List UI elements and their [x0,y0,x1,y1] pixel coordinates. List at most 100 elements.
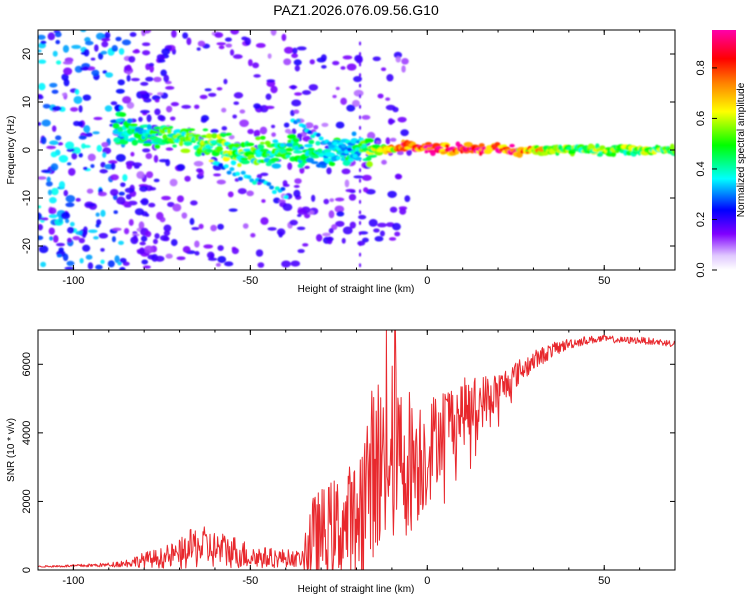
spectral-noise-blob [328,228,334,234]
spectral-noise-blob [124,187,135,193]
spectral-noise-blob [304,165,310,170]
spectral-ridge-blob [172,144,177,148]
spectral-noise-blob [67,237,72,243]
spectral-noise-blob [99,169,108,174]
spectral-noise-blob [82,230,87,238]
spectral-noise-blob [346,104,356,112]
spectral-noise-blob [233,92,244,99]
spectral-ridge-blob [499,148,504,152]
spectral-noise-blob [165,158,171,167]
spectral-ridge-blob [205,133,213,139]
spectral-ridge-blob [237,163,242,168]
spectral-noise-blob [48,227,55,235]
spectral-noise-blob [88,229,98,233]
spectral-noise-blob [216,179,226,185]
spectral-noise-blob [141,259,149,265]
spectral-noise-blob [392,222,401,231]
spectral-noise-blob [126,101,135,109]
spectral-ridge-blob [367,154,378,158]
spectral-ridge-blob [311,155,320,159]
spectral-noise-blob [63,78,70,87]
spectral-noise-blob [395,173,403,180]
spectral-noise-blob [40,40,47,45]
spectral-noise-blob [388,237,397,241]
spectral-ridge-blob [154,144,161,149]
spectral-ridge-blob [240,157,249,161]
spectral-noise-blob [271,132,276,137]
spectral-noise-blob [232,114,238,119]
spectral-noise-blob [73,95,83,104]
spectral-noise-blob [47,32,56,41]
spectral-noise-blob [348,193,357,201]
spectral-noise-blob [153,178,160,183]
spectral-noise-blob [83,48,90,57]
spectral-noise-blob [78,237,85,244]
spectral-noise-blob [82,94,92,101]
spectral-noise-blob [69,221,75,227]
spectral-noise-blob [118,47,125,55]
spectral-noise-blob [293,184,300,189]
spectral-noise-blob [121,39,132,46]
spectral-noise-blob [149,64,154,73]
spectral-noise-blob [100,209,106,217]
spectral-noise-blob [194,104,200,110]
spectral-noise-blob [139,199,149,204]
spectral-noise-blob [297,249,305,254]
spectral-noise-blob [38,245,49,254]
spectral-noise-blob [100,248,105,252]
spectral-noise-blob [90,57,96,61]
spectral-noise-blob [278,199,286,203]
spectral-noise-blob [276,228,286,236]
spectral-noise-blob [385,137,391,145]
spectral-noise-blob [328,210,335,219]
spectral-noise-blob [189,217,195,226]
spectral-noise-blob [97,191,107,197]
spectral-noise-blob [110,101,118,106]
spectral-ridge-blob [292,137,300,143]
spectral-noise-blob [148,62,155,67]
spectral-noise-blob [118,240,124,246]
spectral-ridge-blob [424,149,429,154]
spectral-noise-blob [55,39,61,45]
spectral-noise-blob [171,30,177,38]
spectral-noise-blob [161,48,171,55]
spectral-branch-blob [266,182,272,187]
spectral-noise-blob [282,203,293,211]
spectral-noise-blob [120,182,126,187]
spectral-noise-blob [293,189,301,198]
spectral-noise-blob [82,244,91,252]
spectral-noise-blob [213,173,221,177]
spectral-noise-blob [119,257,127,264]
spectral-ridge-blob [233,142,241,149]
spectral-noise-blob [323,198,330,205]
spectral-noise-blob [290,84,297,90]
spectral-noise-blob [255,42,266,48]
spectral-branch-blob [318,136,324,141]
spectral-noise-blob [146,114,152,123]
spectral-noise-blob [291,99,302,107]
spectral-ridge-blob [279,143,286,148]
spectral-branch-blob [235,171,241,176]
spectral-noise-blob [294,178,302,184]
spectral-noise-blob [359,125,362,130]
spectral-noise-blob [38,224,44,231]
spectral-noise-blob [109,188,119,196]
spectral-noise-blob [38,235,44,241]
spectral-noise-blob [41,119,51,127]
spectral-noise-blob [163,74,170,83]
spectral-noise-blob [292,47,298,54]
spectral-noise-blob [232,54,243,59]
spectral-ridge-blob [225,132,233,136]
spectral-noise-blob [197,40,206,47]
spectral-noise-blob [79,257,84,264]
spectral-noise-blob [81,143,86,149]
spectral-noise-blob [302,243,309,247]
spectral-noise-blob [341,237,346,244]
spectral-ridge-blob [131,139,139,146]
spectral-noise-blob [264,105,275,110]
spectral-noise-blob [101,41,109,48]
spectral-ridge-blob [324,152,335,157]
spectral-noise-blob [281,33,287,42]
spectral-noise-blob [102,70,108,74]
spectral-ridge-blob [315,140,321,146]
